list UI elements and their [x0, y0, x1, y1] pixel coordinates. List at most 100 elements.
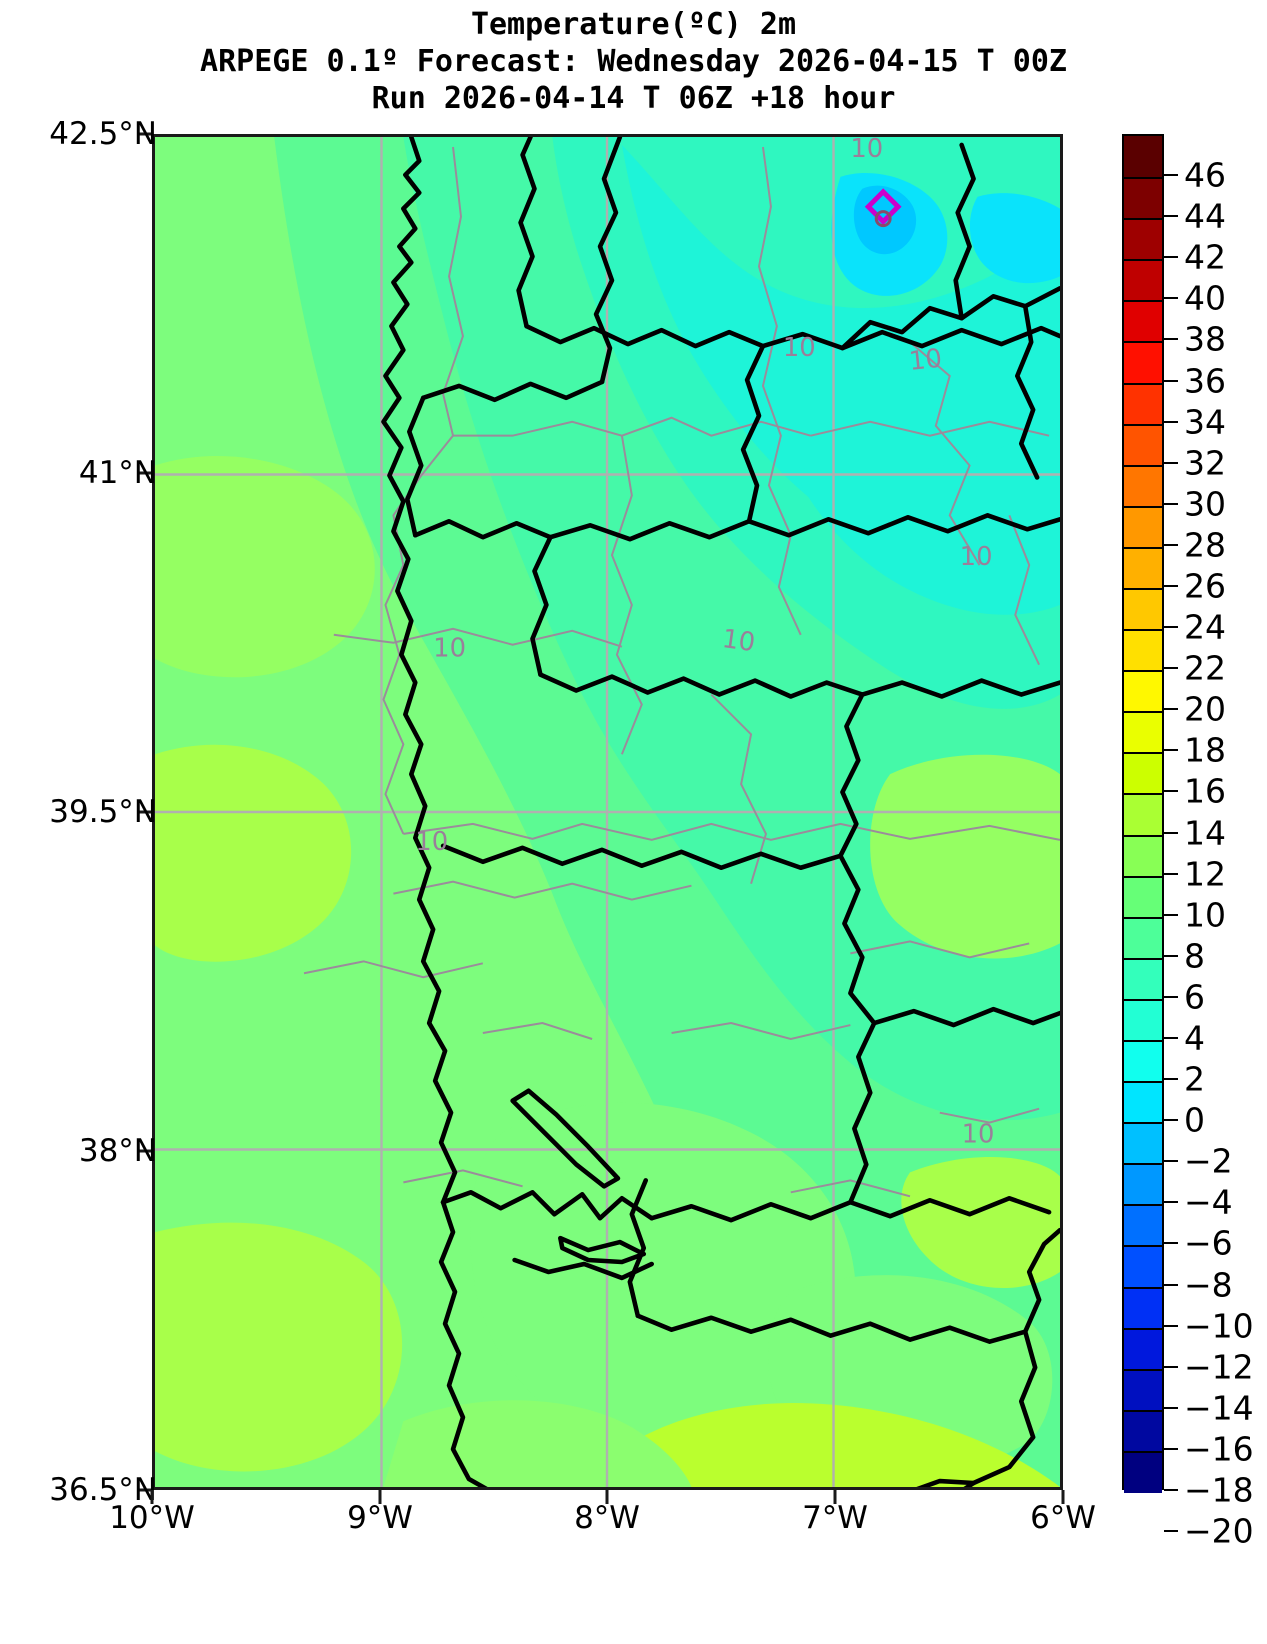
colorbar-segment — [1124, 1245, 1162, 1288]
colorbar-tick-label: 10 — [1184, 895, 1226, 935]
colorbar-divider — [1124, 711, 1162, 714]
colorbar-tick-label: 30 — [1184, 484, 1226, 524]
colorbar-tick-label: −12 — [1184, 1347, 1254, 1387]
y-tick-label: 39.5°N — [49, 794, 157, 830]
colorbar-segment — [1124, 711, 1162, 753]
colorbar-segment — [1124, 177, 1162, 219]
colorbar-tick-mark — [1164, 626, 1178, 629]
colorbar-segment — [1124, 1122, 1162, 1164]
colorbar-tick-label: 16 — [1184, 771, 1226, 811]
x-tick-label: 8°W — [574, 1500, 640, 1536]
colorbar-divider — [1124, 916, 1162, 919]
colorbar-tick-mark — [1164, 872, 1178, 875]
fill-band-6b — [790, 413, 1060, 615]
colorbar-tick-label: −10 — [1184, 1306, 1254, 1346]
colorbar-divider — [1124, 1122, 1162, 1125]
colorbar-tick-mark — [1164, 667, 1178, 670]
map-svg: 10 10 10 10 10 10 10 10 — [155, 137, 1060, 1487]
station-marker[interactable] — [864, 188, 902, 228]
page-title: Temperature(ºC) 2m — [470, 7, 797, 42]
colorbar-tick-mark — [1164, 502, 1178, 505]
y-tick-mark — [138, 471, 152, 475]
colorbar-tick-mark — [1164, 913, 1178, 916]
colorbar-tick-mark — [1164, 585, 1178, 587]
colorbar-tick-mark — [1164, 379, 1178, 382]
colorbar-segment — [1124, 916, 1162, 959]
colorbar-tick-label: −16 — [1184, 1429, 1254, 1469]
contour-label-10: 10 — [433, 634, 466, 664]
colorbar-tick-mark — [1164, 1242, 1178, 1245]
colorbar-divider — [1124, 834, 1162, 837]
map-canvas: 10 10 10 10 10 10 10 10 — [155, 137, 1060, 1487]
colorbar-tick-label: −18 — [1184, 1470, 1254, 1510]
colorbar-segment — [1124, 1081, 1162, 1123]
colorbar-tick-mark — [1164, 1447, 1178, 1450]
colorbar-tick-label: 40 — [1184, 278, 1226, 318]
temperature-colorbar[interactable] — [1122, 134, 1164, 1493]
x-tick-label: 9°W — [347, 1500, 413, 1536]
colorbar-tick-label: 28 — [1184, 525, 1226, 565]
fill-band-15 — [155, 456, 375, 678]
colorbar-divider — [1124, 1368, 1162, 1371]
colorbar-divider — [1124, 177, 1162, 180]
colorbar-segment — [1124, 300, 1162, 343]
chart-subtitle-forecast: ARPEGE 0.1º Forecast: Wednesday 2026-04-… — [200, 44, 1067, 80]
colorbar-tick-mark — [1164, 1365, 1178, 1368]
fill-band-16c — [155, 744, 352, 962]
colorbar-tick-label: 46 — [1184, 155, 1226, 195]
colorbar-tick-mark — [1164, 1037, 1178, 1039]
colorbar-segment — [1124, 875, 1162, 918]
y-tick-mark — [138, 810, 152, 814]
coastline-and-borders — [381, 137, 1060, 1487]
colorbar-tick-mark — [1164, 297, 1178, 300]
y-tick-label: 38°N — [78, 1133, 157, 1169]
colorbar-segment — [1124, 1327, 1162, 1370]
chart-title-block: Temperature(ºC) 2m ARPEGE 0.1º Forecast:… — [0, 6, 1267, 118]
colorbar-tick-label: 8 — [1184, 936, 1205, 976]
colorbar-tick-label: 14 — [1184, 813, 1226, 853]
colorbar-divider — [1124, 341, 1162, 344]
colorbar-tick-label: 34 — [1184, 402, 1226, 442]
colorbar-divider — [1124, 218, 1162, 221]
colorbar-segment — [1124, 464, 1162, 507]
contour-label-10: 10 — [962, 1120, 995, 1150]
y-tick-label: 42.5°N — [49, 116, 157, 152]
fill-band-16 — [155, 1222, 403, 1472]
colorbar-tick-mark — [1164, 749, 1178, 752]
colorbar-tick-mark — [1164, 954, 1178, 957]
y-tick-label: 41°N — [78, 455, 157, 491]
colorbar-tick-label: −20 — [1184, 1511, 1254, 1551]
colorbar-tick-label: 2 — [1184, 1059, 1205, 1099]
colorbar-segment — [1124, 1040, 1162, 1082]
colorbar-tick-label: 26 — [1184, 566, 1226, 606]
colorbar-divider — [1124, 259, 1162, 262]
colorbar-tick-mark — [1164, 831, 1178, 834]
colorbar-tick-mark — [1164, 420, 1178, 423]
temperature-map-plot[interactable]: 10 10 10 10 10 10 10 10 — [152, 134, 1063, 1490]
colorbar-tick-label: −14 — [1184, 1388, 1254, 1428]
colorbar-tick-label: 22 — [1184, 648, 1226, 688]
colorbar-segment — [1124, 793, 1162, 836]
colorbar-tick-mark — [1164, 1078, 1178, 1081]
colorbar-tick-label: 6 — [1184, 977, 1205, 1017]
colorbar-divider — [1124, 629, 1162, 632]
colorbar-divider — [1124, 752, 1162, 755]
colorbar-tick-mark — [1164, 256, 1178, 259]
colorbar-tick-label: 4 — [1184, 1018, 1205, 1058]
x-tick-mark — [378, 1490, 382, 1504]
colorbar-tick-mark — [1164, 995, 1178, 998]
colorbar-tick-label: 24 — [1184, 607, 1226, 647]
colorbar-tick-label: 42 — [1184, 237, 1226, 277]
colorbar-tick-mark — [1164, 1160, 1178, 1163]
colorbar-tick-mark — [1164, 708, 1178, 711]
colorbar-divider — [1124, 1409, 1162, 1412]
colorbar-tick-label: 18 — [1184, 730, 1226, 770]
x-tick-mark — [150, 1490, 154, 1504]
colorbar-tick-mark — [1164, 1201, 1178, 1204]
fill-band-16b — [582, 1403, 1060, 1487]
colorbar-segment — [1124, 259, 1162, 301]
contour-label-10: 10 — [720, 624, 757, 658]
colorbar-divider — [1124, 464, 1162, 467]
colorbar-tick-label: 12 — [1184, 854, 1226, 894]
colorbar-segment — [1124, 957, 1162, 1000]
